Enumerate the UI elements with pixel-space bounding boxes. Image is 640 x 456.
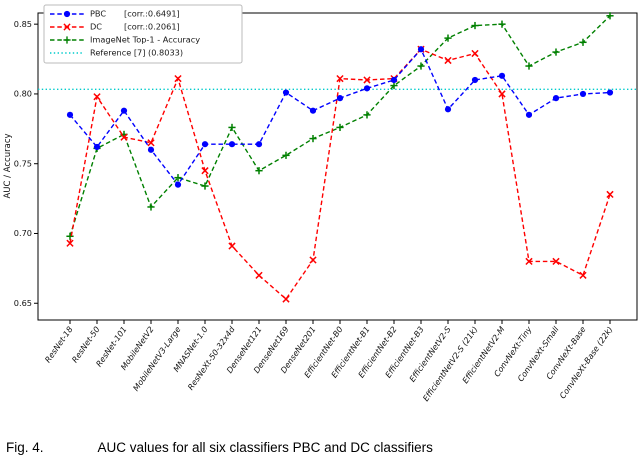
figure-caption: Fig. 4. AUC values for all six classifier… <box>0 441 640 456</box>
legend-label: ImageNet Top-1 - Accuracy <box>90 35 200 45</box>
auc-accuracy-line-chart: 0.65 0.70 0.75 0.80 0.85 AUC / Accuracy ResNet… <box>3 4 638 403</box>
y-tick-label: 0.85 <box>14 19 32 29</box>
x-axis: ResNet-18ResNet-50ResNet-101MobileNetV2M… <box>43 320 615 403</box>
axes <box>37 12 638 321</box>
series-ImageNet <box>66 12 614 240</box>
figure-caption-text: AUC values for all six classifiers PBC a… <box>97 441 433 455</box>
legend-label: Reference [7] (0.8033) <box>90 48 183 58</box>
y-axis: 0.65 0.70 0.75 0.80 0.85 AUC / Accuracy <box>3 19 38 308</box>
y-tick-label: 0.70 <box>14 228 32 238</box>
y-tick-label: 0.80 <box>14 89 32 99</box>
x-tick-label: ConvNeXt-Base (22k) <box>558 325 615 400</box>
series-DC <box>66 45 614 303</box>
legend-detail: [corr.:0.2061] <box>124 22 180 32</box>
legend-label: PBC <box>90 9 106 19</box>
legend-item: ImageNet Top-1 - Accuracy <box>50 35 200 45</box>
y-tick-label: 0.65 <box>14 298 32 308</box>
x-tick-label: MobileNetV3-Large <box>131 325 182 393</box>
series-PBC <box>66 46 614 188</box>
y-tick-label: 0.75 <box>14 158 32 168</box>
legend-item: Reference [7] (0.8033) <box>50 48 183 58</box>
legend-detail: [corr.:0.6491] <box>124 9 180 19</box>
legend-item: DC [corr.:0.2061] <box>50 22 180 32</box>
legend-item: PBC [corr.:0.6491] <box>50 9 180 19</box>
x-tick-label: ResNeXt-50-32x4d <box>186 324 237 392</box>
chart-legend: PBC [corr.:0.6491] DC [corr.:0.2061] ImageNe… <box>43 4 243 64</box>
legend-label: DC <box>90 22 102 32</box>
y-axis-label: AUC / Accuracy <box>3 133 13 198</box>
figure-caption-label: Fig. 4. <box>6 441 44 455</box>
